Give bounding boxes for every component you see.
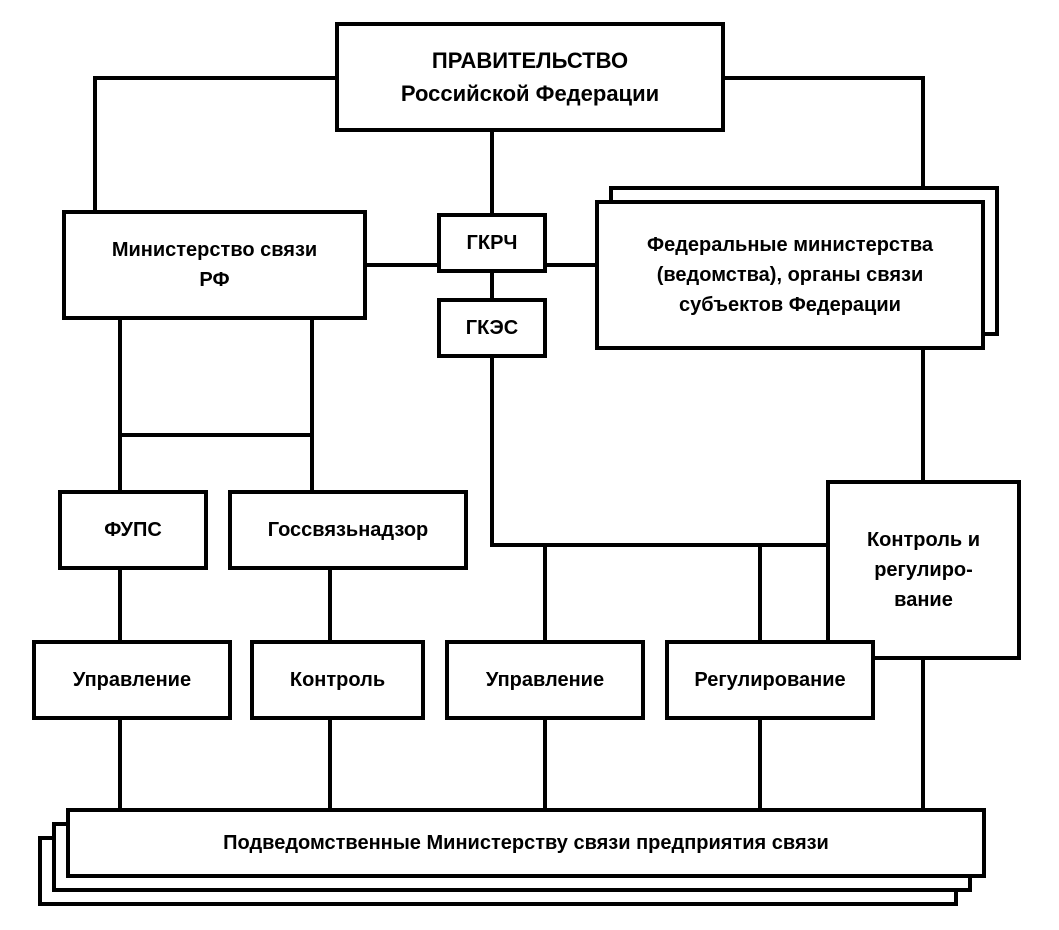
kontrol-label: Контроль bbox=[290, 665, 385, 695]
node-gkes: ГКЭС bbox=[437, 298, 547, 358]
node-gossvyaz: Госсвязьнадзор bbox=[228, 490, 468, 570]
fups-label: ФУПС bbox=[104, 515, 162, 545]
node-enterprises: Подведомственные Министерству связи пред… bbox=[66, 808, 986, 878]
regul-label: Регулирование bbox=[694, 665, 845, 695]
gkrch-label: ГКРЧ bbox=[467, 228, 518, 258]
node-government: ПРАВИТЕЛЬСТВО Российской Федерации bbox=[335, 22, 725, 132]
ministry-line1: Министерство связи bbox=[112, 235, 317, 265]
node-fups: ФУПС bbox=[58, 490, 208, 570]
node-federal: Федеральные министерства (ведомства), ор… bbox=[595, 200, 985, 350]
gkes-label: ГКЭС bbox=[466, 313, 518, 343]
enterprises-label: Подведомственные Министерству связи пред… bbox=[223, 828, 829, 858]
government-line1: ПРАВИТЕЛЬСТВО bbox=[401, 44, 659, 77]
node-gkrch: ГКРЧ bbox=[437, 213, 547, 273]
federal-line1: Федеральные министерства bbox=[647, 230, 933, 260]
upr1-label: Управление bbox=[73, 665, 191, 695]
diagram-stage: ПРАВИТЕЛЬСТВО Российской Федерации Минис… bbox=[0, 0, 1059, 930]
node-control-regulation: Контроль и регулиро- вание bbox=[826, 480, 1021, 660]
gossvyaz-label: Госсвязьнадзор bbox=[268, 515, 429, 545]
controlreg-line2: регулиро- bbox=[867, 555, 980, 585]
federal-line3: субъектов Федерации bbox=[647, 290, 933, 320]
government-line2: Российской Федерации bbox=[401, 77, 659, 110]
ministry-line2: РФ bbox=[112, 265, 317, 295]
node-management-2: Управление bbox=[445, 640, 645, 720]
upr2-label: Управление bbox=[486, 665, 604, 695]
node-regulation: Регулирование bbox=[665, 640, 875, 720]
node-ministry: Министерство связи РФ bbox=[62, 210, 367, 320]
controlreg-line3: вание bbox=[867, 585, 980, 615]
node-control: Контроль bbox=[250, 640, 425, 720]
federal-line2: (ведомства), органы связи bbox=[647, 260, 933, 290]
controlreg-line1: Контроль и bbox=[867, 525, 980, 555]
node-management-1: Управление bbox=[32, 640, 232, 720]
edges-layer bbox=[0, 0, 1059, 930]
